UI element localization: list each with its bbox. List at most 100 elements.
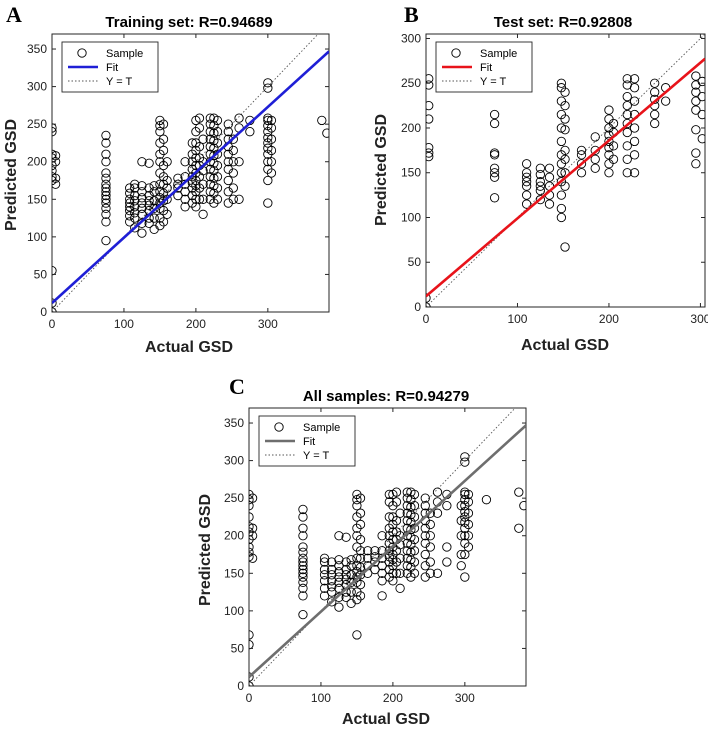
y-axis-label: Predicted GSD	[197, 494, 214, 606]
scatter-point	[697, 76, 705, 87]
scatter-point	[263, 115, 273, 126]
scatter-point	[402, 487, 412, 497]
scatter-point	[426, 151, 434, 162]
scatter-point	[697, 109, 705, 120]
scatter-point	[556, 190, 567, 200]
scatter-point	[298, 557, 308, 567]
scatter-point	[158, 145, 169, 156]
scatter-point	[556, 136, 567, 147]
scatter-point	[463, 519, 474, 530]
scatter-point	[388, 568, 398, 578]
legend-label-sample: Sample	[106, 48, 143, 60]
scatter-point	[228, 168, 238, 178]
scatter-point	[263, 198, 273, 208]
scatter-point	[697, 92, 705, 102]
scatter-point	[341, 592, 351, 602]
scatter-point	[395, 508, 405, 518]
legend-label-sample: Sample	[480, 48, 517, 60]
y-tick-label: 200	[224, 529, 244, 543]
scatter-point	[180, 157, 190, 167]
scatter-point	[298, 504, 308, 515]
scatter-point	[629, 96, 640, 106]
scatter-point	[346, 555, 356, 565]
x-tick-label: 200	[599, 312, 619, 326]
scatter-point	[590, 132, 600, 142]
x-tick-label: 300	[455, 691, 475, 705]
scatter-point	[101, 149, 111, 159]
scatter-point	[346, 587, 356, 597]
scatter-point	[341, 532, 351, 542]
scatter-point	[249, 672, 254, 682]
scatter-point	[629, 74, 640, 84]
scatter-point	[266, 157, 277, 167]
scatter-point	[173, 183, 183, 193]
scatter-point	[481, 495, 492, 505]
scatter-point	[212, 138, 223, 148]
scatter-point	[352, 501, 362, 511]
scatter-point	[298, 553, 308, 563]
scatter-point	[556, 78, 567, 88]
scatter-point	[489, 118, 500, 129]
scatter-point	[691, 105, 701, 115]
scatter-point	[409, 546, 420, 556]
scatter-point	[521, 172, 532, 182]
scatter-point	[519, 501, 526, 511]
scatter-point	[346, 561, 356, 571]
scatter-point	[266, 115, 277, 126]
scatter-point	[137, 198, 147, 208]
scatter-point	[661, 96, 671, 106]
scatter-point	[395, 568, 405, 578]
scatter-point	[425, 557, 435, 567]
scatter-point	[249, 512, 254, 522]
scatter-point	[409, 534, 420, 545]
panel-c: C All samples: R=0.94279 Actual GSD Pred…	[197, 374, 527, 728]
scatter-point	[352, 553, 362, 563]
y-tick-label: 50	[408, 255, 422, 269]
legend-label-fit: Fit	[480, 62, 492, 74]
scatter-point	[608, 141, 619, 151]
scatter-point	[212, 115, 223, 126]
scatter-point	[212, 149, 223, 159]
scatter-point	[298, 572, 308, 582]
scatter-point	[137, 228, 147, 238]
scatter-point	[249, 523, 258, 533]
scatter-point	[334, 572, 344, 582]
scatter-point	[363, 546, 373, 556]
legend-label-sample: Sample	[303, 422, 340, 434]
scatter-point	[298, 591, 308, 601]
panel-b: B Test set: R=0.92808 Actual GSD Predict…	[373, 2, 708, 354]
scatter-point	[460, 452, 470, 462]
scatter-point	[629, 168, 640, 178]
scatter-point	[363, 553, 373, 563]
y-tick-label: 350	[27, 42, 47, 56]
scatter-point	[426, 148, 434, 158]
legend-label-identity: Y = T	[303, 450, 329, 462]
scatter-point	[191, 194, 201, 204]
scatter-point	[130, 202, 140, 212]
scatter-point	[622, 92, 632, 102]
x-tick-label: 300	[258, 317, 278, 331]
scatter-point	[370, 557, 380, 567]
scatter-point	[130, 183, 140, 193]
y-tick-label: 200	[401, 121, 421, 135]
scatter-point	[622, 168, 632, 178]
scatter-point	[489, 163, 500, 173]
scatter-point	[249, 542, 254, 552]
scatter-point	[463, 497, 474, 507]
scatter-point	[346, 570, 356, 580]
scatter-point	[234, 194, 244, 204]
scatter-point	[521, 199, 532, 209]
scatter-point	[409, 557, 420, 567]
scatter-point	[622, 127, 632, 138]
scatter-point	[576, 145, 587, 156]
scatter-point	[52, 157, 61, 167]
y-tick-label: 100	[224, 604, 244, 618]
scatter-point	[327, 576, 337, 586]
scatter-point	[137, 157, 147, 167]
scatter-point	[101, 168, 111, 178]
scatter-point	[266, 123, 277, 133]
scatter-point	[463, 542, 474, 552]
scatter-point	[52, 151, 61, 161]
scatter-point	[426, 302, 431, 307]
scatter-point	[622, 100, 632, 111]
